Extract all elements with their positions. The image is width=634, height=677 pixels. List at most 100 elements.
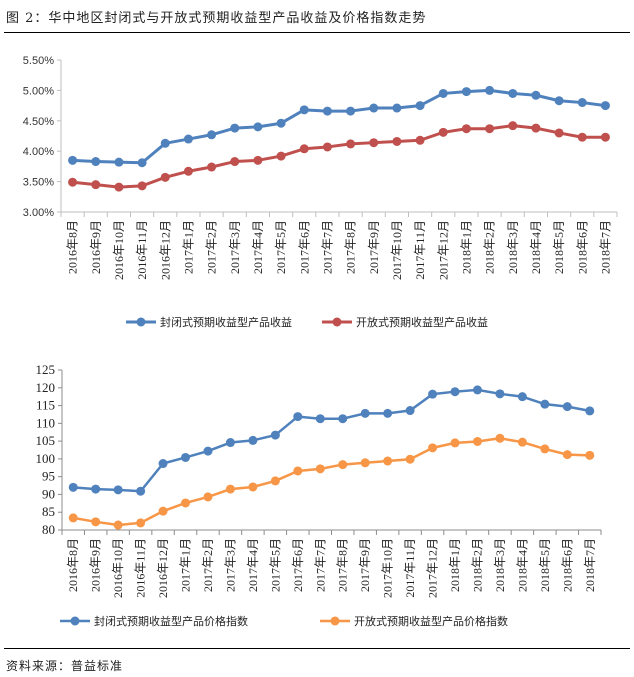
data-point-series-0: [392, 103, 402, 113]
data-point-series-0: [68, 155, 78, 165]
data-point-series-1: [360, 458, 370, 468]
x-tick-label: 2017年9月: [358, 538, 372, 592]
x-tick-label: 2016年10月: [111, 538, 125, 598]
data-point-series-1: [160, 172, 170, 182]
x-tick-label: 2017年12月: [426, 538, 440, 598]
data-point-series-0: [540, 399, 550, 409]
data-point-series-0: [113, 485, 123, 495]
data-point-series-0: [531, 90, 541, 100]
data-point-series-1: [450, 438, 460, 448]
x-tick-label: 2018年5月: [552, 220, 566, 274]
data-point-series-1: [68, 177, 78, 187]
data-point-series-0: [160, 138, 170, 148]
data-point-series-1: [322, 142, 332, 152]
data-point-series-1: [405, 454, 415, 464]
data-point-series-1: [276, 151, 286, 161]
data-point-series-0: [207, 130, 217, 140]
y-tick-label: 4.00%: [23, 146, 54, 158]
x-tick-label: 2017年1月: [179, 538, 193, 592]
x-tick-label: 2017年2月: [205, 220, 219, 274]
x-tick-label: 2017年4月: [251, 220, 265, 274]
data-point-series-1: [472, 436, 482, 446]
x-tick-label: 2017年5月: [274, 220, 288, 274]
data-point-series-0: [554, 96, 564, 106]
data-point-series-0: [346, 106, 356, 116]
x-tick-label: 2018年3月: [493, 538, 507, 592]
data-point-series-1: [415, 135, 425, 145]
data-point-series-1: [438, 127, 448, 137]
data-point-series-1: [428, 443, 438, 453]
data-point-series-0: [360, 408, 370, 418]
x-tick-label: 2018年1月: [448, 538, 462, 592]
chart-price-index: 80 85 90 95 100 105 110 115 120 125 2016年8月 2016年9月…: [36, 362, 602, 628]
data-point-series-1: [517, 437, 527, 447]
x-tick-label: 2016年8月: [66, 220, 80, 274]
chart-yield: 3.00% 3.50% 4.00% 4.50% 5.00% 5.50% 2016年8月 201…: [23, 55, 618, 329]
legend-marker: [330, 616, 340, 626]
data-point-series-1: [600, 132, 610, 142]
data-point-series-1: [383, 456, 393, 466]
y-tick-label: 5.00%: [23, 85, 54, 97]
data-point-series-0: [114, 157, 124, 167]
x-tick-label: 2016年12月: [156, 538, 170, 598]
data-point-series-0: [181, 452, 191, 462]
x-tick-label: 2018年3月: [506, 220, 520, 274]
data-point-series-1: [540, 444, 550, 454]
data-point-series-1: [554, 128, 564, 138]
x-tick-label: 2016年10月: [112, 220, 126, 280]
x-tick-label: 2017年6月: [297, 220, 311, 274]
data-point-series-0: [68, 482, 78, 492]
data-point-series-1: [508, 121, 518, 131]
data-point-series-0: [438, 88, 448, 98]
data-point-series-0: [405, 406, 415, 416]
legend-label: 开放式预期收益型产品价格指数: [354, 614, 508, 628]
data-point-series-0: [600, 101, 610, 111]
data-point-series-0: [225, 438, 235, 448]
x-tick-label: 2018年6月: [575, 220, 589, 274]
data-point-series-0: [315, 414, 325, 424]
legend-label: 封闭式预期收益型产品收益: [160, 315, 292, 329]
data-point-series-0: [577, 98, 587, 108]
data-point-series-1: [91, 180, 101, 190]
data-point-series-0: [183, 134, 193, 144]
data-point-series-1: [585, 450, 595, 460]
legend-marker: [70, 616, 80, 626]
x-tick-label: 2018年1月: [459, 220, 473, 274]
data-point-series-1: [158, 506, 168, 516]
x-tick-label: 2018年6月: [560, 538, 574, 592]
x-tick-label: 2018年7月: [598, 220, 612, 274]
data-point-series-0: [495, 389, 505, 399]
data-point-series-0: [137, 158, 147, 168]
data-point-series-1: [203, 492, 213, 502]
data-point-series-1: [531, 123, 541, 133]
data-point-series-0: [508, 88, 518, 98]
data-point-series-1: [181, 498, 191, 508]
x-tick-label: 2017年7月: [313, 538, 327, 592]
x-tick-label: 2016年9月: [89, 220, 103, 274]
data-point-series-0: [158, 459, 168, 469]
title-rule: [4, 32, 630, 33]
y-tick-label: 95: [42, 469, 55, 484]
x-tick-label: 2018年4月: [529, 220, 543, 274]
source-note: 资料来源：普益标准: [6, 659, 124, 673]
data-point-series-0: [293, 412, 303, 422]
data-point-series-1: [207, 162, 217, 172]
x-tick-label: 2016年11月: [134, 538, 148, 598]
y-tick-label: 115: [36, 398, 55, 413]
data-point-series-1: [495, 433, 505, 443]
data-point-series-1: [346, 139, 356, 149]
data-point-series-1: [369, 138, 379, 148]
data-point-series-0: [299, 105, 309, 115]
figure-title: 图 2：华中地区封闭式与开放式预期收益型产品收益及价格指数走势: [6, 11, 427, 26]
data-point-series-1: [293, 466, 303, 476]
source-rule: [4, 648, 630, 649]
x-tick-label: 2016年9月: [89, 538, 103, 592]
data-point-series-1: [315, 464, 325, 474]
data-point-series-0: [461, 87, 471, 97]
data-point-series-1: [299, 144, 309, 154]
y-tick-label: 5.50%: [23, 55, 54, 67]
x-tick-label: 2018年4月: [515, 538, 529, 592]
x-tick-label: 2017年8月: [344, 220, 358, 274]
data-point-series-0: [562, 402, 572, 412]
y-tick-label: 105: [36, 433, 56, 448]
